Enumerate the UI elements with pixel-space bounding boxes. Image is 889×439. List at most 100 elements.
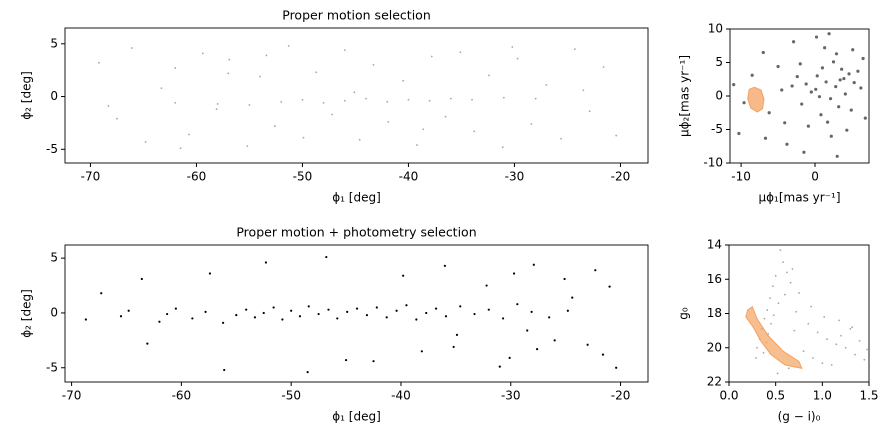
point (140, 277, 143, 281)
point (838, 319, 841, 322)
point (615, 134, 618, 137)
point (828, 97, 833, 101)
x-tick-label: -70 (81, 170, 101, 184)
point (774, 274, 777, 277)
point (222, 321, 225, 324)
point (830, 363, 833, 366)
point (776, 372, 779, 375)
point (842, 76, 846, 81)
point (158, 320, 161, 323)
panel: -10 0 -10 -5 0 5 10 μϕ₁[mas yr⁻¹] μϕ₂[mas yr⁻¹] (678, 22, 870, 205)
point (573, 48, 576, 50)
point (327, 308, 330, 311)
point (825, 120, 830, 124)
point (160, 87, 163, 90)
point (789, 281, 792, 284)
point (235, 314, 238, 317)
point (769, 297, 771, 299)
point (755, 357, 757, 359)
point (802, 350, 805, 353)
point (215, 108, 218, 111)
y-tick-label: 22 (707, 375, 722, 389)
y-tick-label: 5 (50, 36, 58, 50)
point (787, 367, 790, 370)
point (425, 311, 428, 315)
point (530, 123, 533, 125)
point (560, 137, 562, 140)
y-tick-label: 20 (707, 340, 722, 354)
point (516, 57, 519, 60)
point (353, 91, 356, 94)
point (281, 318, 284, 321)
point (100, 292, 103, 295)
x-axis-label: (g − i)₀ (778, 410, 821, 424)
y-tick-label: 10 (708, 22, 723, 36)
point (407, 98, 410, 101)
point (449, 97, 452, 100)
point (785, 271, 788, 274)
point (859, 86, 863, 90)
point (530, 310, 533, 313)
point (814, 87, 818, 91)
point (532, 263, 535, 266)
point (420, 350, 423, 353)
point (776, 64, 780, 69)
point (473, 312, 476, 316)
point (306, 371, 309, 374)
point (372, 64, 375, 66)
point (845, 128, 849, 132)
point (838, 78, 842, 82)
point (228, 58, 231, 61)
point (317, 312, 320, 316)
x-tick-label: -50 (281, 389, 301, 403)
point (863, 358, 866, 361)
y-tick-label: -10 (703, 156, 723, 170)
point (174, 307, 177, 310)
point (791, 268, 794, 270)
point (443, 264, 446, 267)
x-tick-label: -30 (505, 170, 525, 184)
point (253, 316, 257, 319)
panel: 0.0 0.5 1.0 1.5 14 16 18 20 22 (g − i)₀ g₀ (677, 238, 879, 424)
point (98, 61, 100, 64)
point (130, 47, 133, 49)
point (835, 343, 838, 346)
point (615, 366, 618, 369)
point (502, 96, 505, 99)
point (766, 309, 769, 311)
point (459, 305, 462, 308)
point (767, 111, 771, 115)
point (795, 310, 798, 313)
point (444, 315, 448, 318)
point (588, 110, 591, 113)
point (498, 365, 501, 368)
point (810, 305, 813, 308)
point (346, 310, 349, 313)
point (793, 329, 796, 332)
point (835, 154, 839, 158)
point (770, 322, 772, 325)
x-tick-label: 0.0 (719, 389, 738, 403)
point (331, 113, 334, 116)
point (355, 307, 359, 310)
point (375, 306, 378, 309)
point (858, 340, 861, 342)
plot-area (98, 45, 618, 150)
point (455, 333, 459, 336)
point (800, 102, 804, 106)
point (248, 104, 251, 106)
point (819, 113, 823, 117)
x-tick-label: -40 (391, 389, 411, 403)
x-tick-label: 1.0 (813, 389, 832, 403)
point (750, 73, 754, 77)
point (428, 99, 431, 102)
point (815, 74, 819, 78)
point (840, 334, 842, 337)
point (245, 308, 248, 311)
point (336, 317, 339, 320)
point (344, 358, 348, 362)
point (246, 145, 249, 148)
point (798, 62, 802, 66)
point (594, 269, 597, 272)
